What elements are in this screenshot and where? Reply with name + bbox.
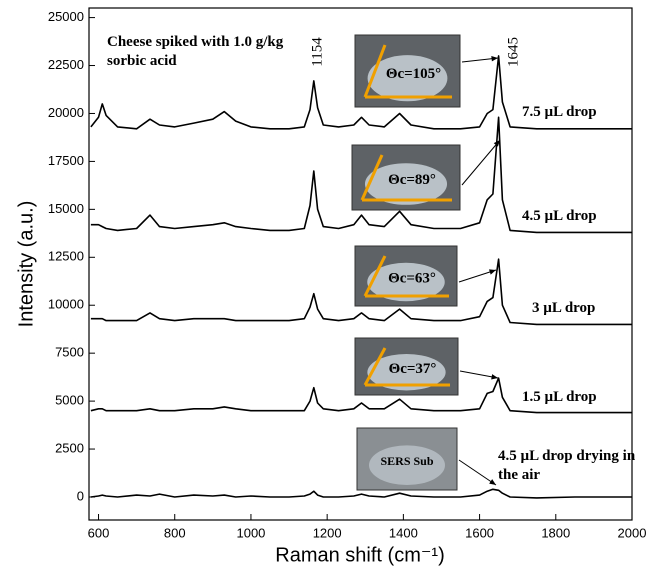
arrow-head bbox=[491, 374, 498, 380]
y-tick-label: 5000 bbox=[55, 393, 84, 408]
arrow-head bbox=[491, 56, 498, 62]
series-label: 4.5 µL drop drying in the air bbox=[498, 448, 636, 483]
y-axis-title: Intensity (a.u.) bbox=[15, 201, 37, 328]
y-tick-label: 20000 bbox=[48, 105, 84, 120]
spectrum-line bbox=[90, 377, 632, 414]
arrow bbox=[461, 139, 501, 186]
arrow-head bbox=[489, 479, 496, 485]
y-tick-label: 22500 bbox=[48, 57, 84, 72]
x-tick-label: 1200 bbox=[313, 525, 342, 540]
y-tick-label: 2500 bbox=[55, 440, 84, 455]
annotation: Cheese spiked with 1.0 g/kg sorbic acid bbox=[107, 34, 284, 69]
arrow-head bbox=[489, 269, 496, 275]
series-label: 7.5 µL drop bbox=[522, 104, 597, 120]
y-tick-label: 15000 bbox=[48, 201, 84, 216]
inset-label: Θc=89° bbox=[388, 172, 436, 188]
contact-tangent bbox=[363, 44, 387, 98]
inset-label: Θc=105° bbox=[386, 66, 441, 82]
spectrum-line bbox=[90, 488, 632, 499]
plot-frame bbox=[88, 7, 633, 521]
droplet bbox=[369, 445, 445, 486]
x-tick-label: 600 bbox=[88, 525, 110, 540]
contact-tangent bbox=[360, 154, 384, 201]
spectrum-line bbox=[90, 116, 632, 234]
inset-label: Θc=37° bbox=[389, 361, 437, 377]
arrow bbox=[458, 269, 497, 283]
series-label: 4.5 µL drop bbox=[522, 208, 597, 224]
inset-label: Θc=63° bbox=[388, 270, 436, 286]
x-tick-label: 1800 bbox=[541, 525, 570, 540]
y-tick-label: 12500 bbox=[48, 249, 84, 264]
x-tick-label: 1000 bbox=[236, 525, 265, 540]
y-tick-label: 25000 bbox=[48, 9, 84, 24]
x-tick-label: 2000 bbox=[618, 525, 647, 540]
inset-label: SERS Sub bbox=[380, 454, 433, 468]
spectrum-line bbox=[90, 258, 632, 326]
peak-label: 1645 bbox=[505, 37, 521, 67]
droplet bbox=[367, 353, 446, 391]
x-tick-label: 800 bbox=[164, 525, 186, 540]
droplet bbox=[364, 163, 448, 205]
arrow bbox=[458, 459, 497, 486]
y-tick-label: 10000 bbox=[48, 297, 84, 312]
droplet bbox=[367, 262, 445, 302]
x-tick-label: 1600 bbox=[465, 525, 494, 540]
y-tick-label: 17500 bbox=[48, 153, 84, 168]
contact-tangent bbox=[363, 347, 387, 386]
series-label: 3 µL drop bbox=[532, 300, 596, 316]
arrow-head bbox=[493, 140, 500, 147]
contact-tangent bbox=[363, 255, 387, 297]
droplet bbox=[367, 55, 448, 102]
x-axis-title: Raman shift (cm⁻¹) bbox=[275, 544, 444, 566]
spectrum-line bbox=[90, 55, 632, 130]
y-tick-label: 7500 bbox=[55, 345, 84, 360]
peak-label: 1154 bbox=[309, 37, 325, 67]
x-tick-label: 1400 bbox=[389, 525, 418, 540]
series-label: 1.5 µL drop bbox=[522, 389, 597, 405]
y-tick-label: 0 bbox=[77, 488, 84, 503]
